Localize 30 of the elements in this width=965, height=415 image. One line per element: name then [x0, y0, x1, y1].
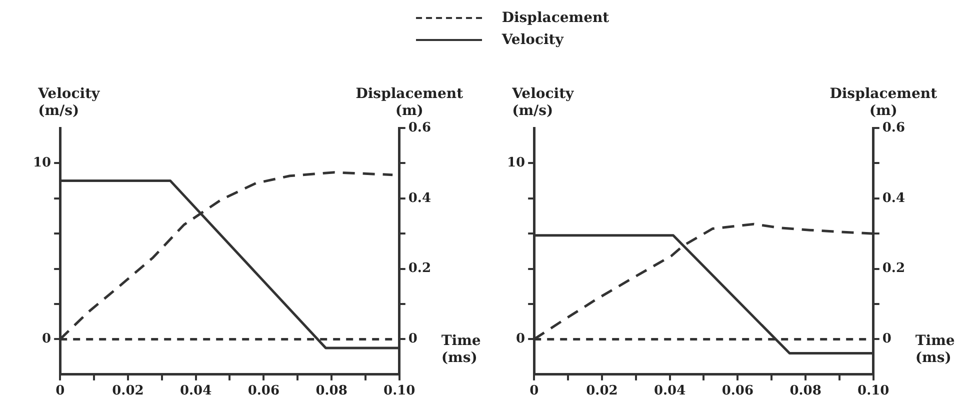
y-tick-label: 10 — [32, 156, 52, 171]
legend-label: Velocity — [502, 32, 564, 48]
y2-tick-label: 0.2 — [882, 261, 906, 276]
x-tick-label: 0 — [56, 384, 65, 399]
y2-tick-label: 0.4 — [882, 190, 906, 206]
y2-tick-label: 0.2 — [408, 261, 432, 276]
x-tick-label: 0.02 — [112, 384, 144, 399]
x-tick-label: 0.10 — [858, 384, 890, 399]
y-axis-title: Velocity (m/s) — [511, 86, 575, 119]
y2-axis-title: Displacement (m) — [830, 86, 938, 119]
y-tick-label: 10 — [506, 156, 526, 171]
x-tick-label: 0.04 — [180, 384, 212, 399]
y2-tick-label: 0 — [882, 332, 892, 347]
x-axis-title: Time (ms) — [441, 333, 481, 366]
y2-tick-label: 0.6 — [408, 120, 432, 136]
y2-axis-title: Displacement (m) — [356, 86, 464, 119]
y2-tick-label: 0.6 — [882, 120, 906, 136]
x-tick-label: 0.08 — [790, 384, 822, 399]
x-tick-label: 0.06 — [248, 384, 280, 399]
x-tick-label: 0.08 — [316, 384, 348, 399]
x-tick-label: 0.10 — [384, 384, 416, 399]
x-tick-label: 0.06 — [722, 384, 754, 399]
y2-tick-label: 0 — [408, 332, 418, 347]
x-tick-label: 0.04 — [654, 384, 686, 399]
x-tick-label: 0.02 — [586, 384, 618, 399]
y-axis-title: Velocity (m/s) — [37, 86, 101, 119]
x-axis-title: Time (ms) — [915, 333, 955, 366]
y2-tick-label: 0.4 — [408, 190, 432, 206]
x-tick-label: 0 — [530, 384, 539, 399]
legend-label: Displacement — [502, 10, 610, 26]
